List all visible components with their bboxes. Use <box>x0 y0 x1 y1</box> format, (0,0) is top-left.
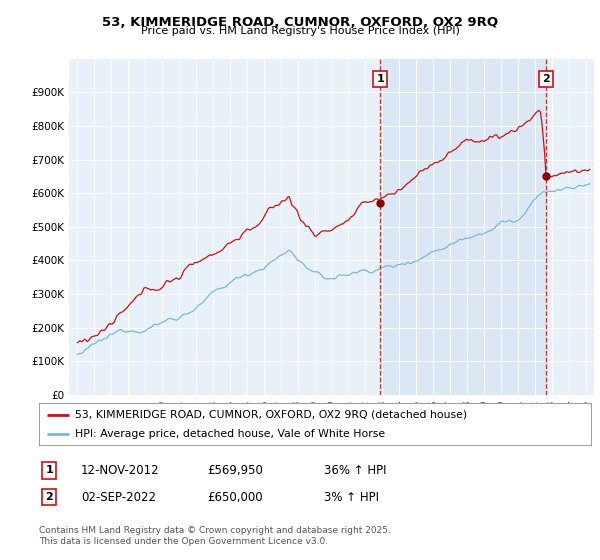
Text: 36% ↑ HPI: 36% ↑ HPI <box>324 464 386 477</box>
Text: Price paid vs. HM Land Registry's House Price Index (HPI): Price paid vs. HM Land Registry's House … <box>140 26 460 36</box>
Text: 53, KIMMERIDGE ROAD, CUMNOR, OXFORD, OX2 9RQ (detached house): 53, KIMMERIDGE ROAD, CUMNOR, OXFORD, OX2… <box>75 409 467 419</box>
Text: 53, KIMMERIDGE ROAD, CUMNOR, OXFORD, OX2 9RQ: 53, KIMMERIDGE ROAD, CUMNOR, OXFORD, OX2… <box>102 16 498 29</box>
Text: 1: 1 <box>376 74 384 84</box>
Text: Contains HM Land Registry data © Crown copyright and database right 2025.
This d: Contains HM Land Registry data © Crown c… <box>39 526 391 546</box>
Text: 1: 1 <box>46 465 53 475</box>
Text: 3% ↑ HPI: 3% ↑ HPI <box>324 491 379 504</box>
Text: 02-SEP-2022: 02-SEP-2022 <box>81 491 156 504</box>
Text: £569,950: £569,950 <box>207 464 263 477</box>
Text: 12-NOV-2012: 12-NOV-2012 <box>81 464 160 477</box>
Text: £650,000: £650,000 <box>207 491 263 504</box>
Text: HPI: Average price, detached house, Vale of White Horse: HPI: Average price, detached house, Vale… <box>75 429 385 439</box>
Text: 2: 2 <box>46 492 53 502</box>
Text: 2: 2 <box>542 74 550 84</box>
Bar <box>380 59 546 395</box>
